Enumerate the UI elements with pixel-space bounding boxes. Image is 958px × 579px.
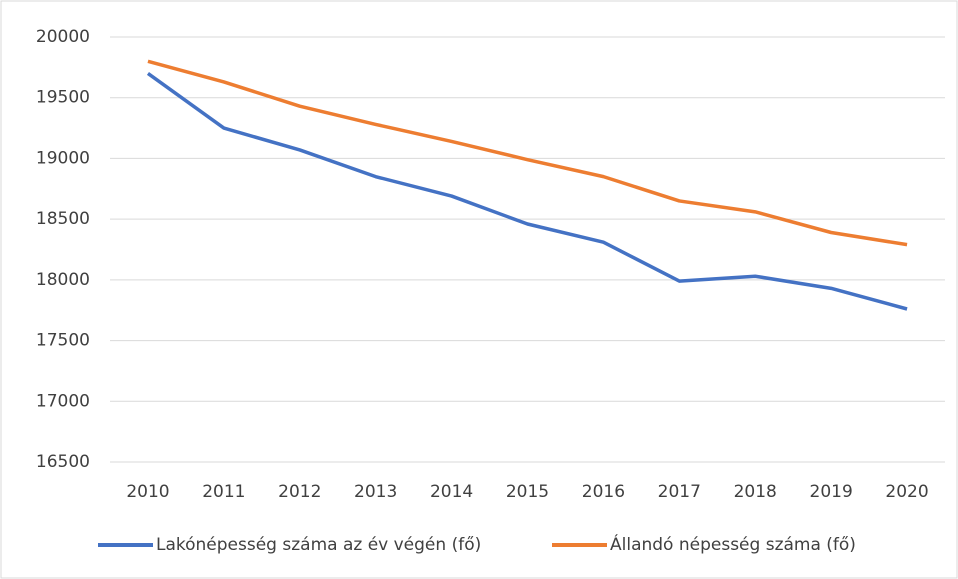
x-tick-label: 2018 xyxy=(734,482,777,502)
y-tick-label: 17500 xyxy=(36,331,90,351)
x-tick-label: 2015 xyxy=(506,482,549,502)
series-line xyxy=(146,72,908,311)
series-line xyxy=(147,59,908,247)
y-tick-label: 18000 xyxy=(36,270,90,290)
x-tick-label: 2011 xyxy=(202,482,245,502)
legend-label: Lakónépesség száma az év végén (fő) xyxy=(156,535,481,555)
x-tick-label: 2019 xyxy=(810,482,853,502)
y-tick-label: 19000 xyxy=(36,148,90,168)
legend-label: Állandó népesség száma (fő) xyxy=(610,533,856,555)
y-tick-label: 20000 xyxy=(36,27,90,47)
x-tick-label: 2016 xyxy=(582,482,625,502)
y-tick-label: 17000 xyxy=(36,391,90,411)
y-tick-label: 16500 xyxy=(36,452,90,472)
y-tick-label: 19500 xyxy=(36,88,90,108)
x-tick-label: 2013 xyxy=(354,482,397,502)
x-tick-label: 2020 xyxy=(885,482,928,502)
x-tick-label: 2014 xyxy=(430,482,473,502)
x-tick-label: 2012 xyxy=(278,482,321,502)
x-tick-label: 2017 xyxy=(658,482,701,502)
y-tick-label: 18500 xyxy=(36,209,90,229)
x-tick-label: 2010 xyxy=(126,482,169,502)
